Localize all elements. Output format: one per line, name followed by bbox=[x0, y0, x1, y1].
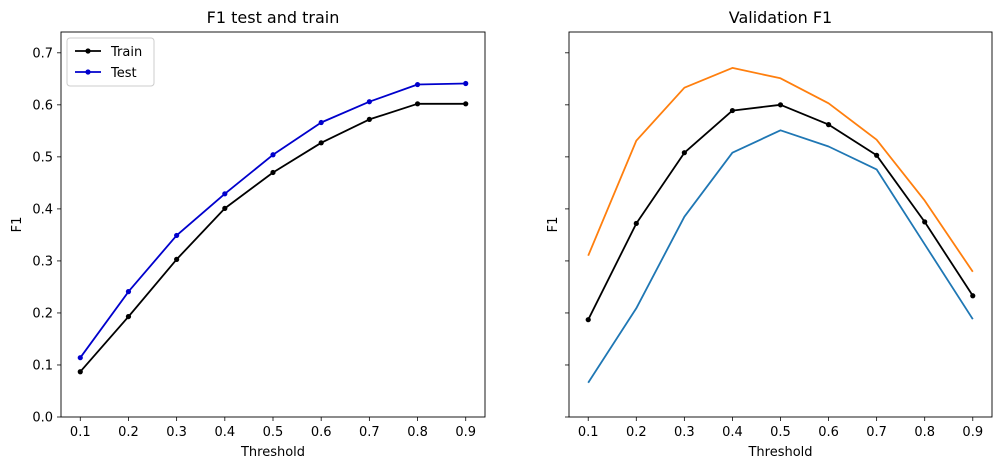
x-tick-label: 0.2 bbox=[118, 425, 139, 440]
chart-panel-f1-test-train: F1 test and train 0.1 0.2 0.3 0.4 0.5 0.6 0.7 0.… bbox=[10, 8, 486, 460]
data-point bbox=[318, 119, 324, 126]
chart-title: Validation F1 bbox=[729, 8, 832, 27]
data-point bbox=[125, 313, 132, 320]
x-tick-label: 0.7 bbox=[359, 425, 380, 440]
series-line bbox=[587, 103, 974, 321]
y-tick-label: 0.0 bbox=[32, 411, 53, 426]
series-train bbox=[77, 101, 469, 375]
data-point bbox=[414, 81, 421, 88]
y-tick-label: 0.1 bbox=[32, 358, 53, 373]
x-axis-label: Threshold bbox=[747, 445, 812, 460]
data-point bbox=[366, 116, 372, 123]
x-tick-label: 0.9 bbox=[962, 425, 983, 440]
series-2 bbox=[587, 129, 974, 384]
data-point bbox=[174, 232, 180, 239]
legend-label: Test bbox=[110, 66, 137, 81]
series-line bbox=[79, 102, 466, 373]
series-1 bbox=[585, 102, 976, 323]
data-point bbox=[77, 369, 83, 375]
x-tick-label: 0.3 bbox=[166, 425, 187, 440]
x-tick-label: 0.6 bbox=[818, 425, 839, 440]
chart-title: F1 test and train bbox=[207, 8, 340, 27]
data-point bbox=[125, 289, 132, 295]
legend-marker bbox=[85, 48, 91, 54]
y-tick-label: 0.2 bbox=[32, 306, 53, 321]
y-tick-label: 0.6 bbox=[32, 98, 53, 113]
series-line bbox=[79, 82, 466, 359]
y-tick-label: 0.7 bbox=[32, 46, 53, 61]
y-axis-label: F1 bbox=[10, 217, 25, 233]
x-axis-label: Threshold bbox=[240, 445, 305, 460]
data-point bbox=[366, 99, 372, 105]
x-tick-label: 0.8 bbox=[914, 425, 935, 440]
legend-label: Train bbox=[110, 45, 142, 60]
data-point bbox=[270, 169, 276, 176]
chart-panel-validation-f1: Validation F1 0.1 0.2 0.3 0.4 0.5 0.6 0.7 0.8 0.9… bbox=[546, 8, 993, 460]
x-tick-label: 0.2 bbox=[626, 425, 647, 440]
x-tick-label: 0.6 bbox=[311, 425, 332, 440]
plot-frame bbox=[568, 31, 993, 418]
data-point bbox=[585, 317, 591, 323]
y-axis-label: F1 bbox=[546, 217, 561, 233]
x-tick-label: 0.4 bbox=[722, 425, 743, 440]
data-point bbox=[222, 205, 228, 211]
x-tick-label: 0.5 bbox=[770, 425, 791, 440]
x-tick-label: 0.5 bbox=[263, 425, 284, 440]
x-tick-label: 0.8 bbox=[407, 425, 428, 440]
x-tick-label: 0.7 bbox=[866, 425, 887, 440]
y-tick-label: 0.5 bbox=[32, 150, 53, 165]
data-point bbox=[825, 122, 832, 128]
x-tick-label: 0.3 bbox=[674, 425, 695, 440]
data-point bbox=[922, 219, 928, 225]
data-point bbox=[681, 150, 687, 156]
data-point bbox=[729, 107, 736, 114]
data-point bbox=[222, 191, 228, 197]
x-tick-label: 0.9 bbox=[455, 425, 476, 440]
x-tick-label: 0.4 bbox=[214, 425, 235, 440]
data-point bbox=[270, 152, 276, 158]
data-point bbox=[970, 293, 976, 299]
series-test bbox=[77, 80, 469, 361]
series-line bbox=[587, 129, 974, 384]
y-tick-label: 0.4 bbox=[32, 202, 53, 217]
x-tick-label: 0.1 bbox=[578, 425, 599, 440]
data-point bbox=[414, 101, 421, 107]
data-point bbox=[318, 140, 324, 146]
data-point bbox=[463, 101, 469, 107]
data-point bbox=[174, 256, 180, 262]
data-point bbox=[874, 152, 880, 158]
data-point bbox=[77, 355, 83, 361]
data-point bbox=[633, 220, 639, 227]
x-tick-label: 0.1 bbox=[70, 425, 91, 440]
data-point bbox=[777, 102, 784, 108]
plot-frame bbox=[60, 31, 486, 418]
legend-marker bbox=[85, 69, 91, 75]
y-tick-label: 0.3 bbox=[32, 254, 53, 269]
series-0 bbox=[587, 67, 974, 273]
data-point bbox=[463, 80, 469, 87]
series-line bbox=[587, 67, 974, 273]
legend: Train Test bbox=[66, 37, 155, 87]
